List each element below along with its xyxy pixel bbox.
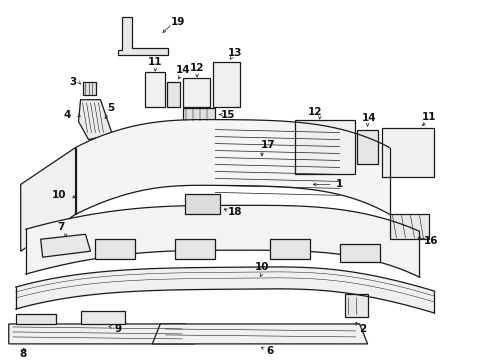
Text: 6: 6	[266, 346, 273, 356]
Text: 8: 8	[19, 349, 26, 359]
Text: 18: 18	[228, 207, 242, 217]
Polygon shape	[270, 239, 310, 259]
Polygon shape	[382, 127, 435, 177]
Polygon shape	[9, 324, 195, 344]
Polygon shape	[16, 314, 55, 324]
Polygon shape	[344, 294, 368, 317]
Polygon shape	[119, 17, 168, 55]
Polygon shape	[185, 194, 220, 214]
Polygon shape	[167, 82, 180, 107]
Text: 3: 3	[69, 77, 76, 87]
Text: 19: 19	[171, 17, 185, 27]
Polygon shape	[295, 120, 355, 175]
Text: 4: 4	[64, 110, 71, 120]
Polygon shape	[183, 108, 215, 122]
Polygon shape	[390, 214, 429, 239]
Text: 12: 12	[190, 63, 204, 73]
Text: 16: 16	[424, 236, 439, 246]
Polygon shape	[357, 130, 378, 165]
Text: 14: 14	[362, 113, 377, 123]
Text: 11: 11	[148, 57, 163, 67]
Text: 14: 14	[176, 65, 191, 75]
Text: 11: 11	[422, 112, 437, 122]
Polygon shape	[78, 100, 112, 140]
Text: 17: 17	[261, 140, 275, 149]
Text: 13: 13	[228, 48, 242, 58]
Polygon shape	[80, 311, 125, 324]
Text: 15: 15	[221, 110, 235, 120]
Polygon shape	[82, 82, 97, 95]
Text: 10: 10	[255, 262, 269, 272]
Polygon shape	[175, 239, 215, 259]
Polygon shape	[21, 148, 75, 251]
Text: 5: 5	[107, 103, 114, 113]
Polygon shape	[96, 239, 135, 259]
Text: 1: 1	[336, 179, 343, 189]
Text: 10: 10	[51, 190, 66, 201]
Polygon shape	[213, 62, 240, 107]
Text: 9: 9	[115, 324, 122, 334]
Text: 7: 7	[57, 222, 64, 232]
Polygon shape	[340, 244, 380, 262]
Text: 12: 12	[308, 107, 322, 117]
Polygon shape	[152, 324, 368, 344]
Polygon shape	[183, 78, 210, 107]
Text: 2: 2	[359, 324, 366, 334]
Polygon shape	[146, 72, 165, 107]
Polygon shape	[41, 234, 91, 257]
